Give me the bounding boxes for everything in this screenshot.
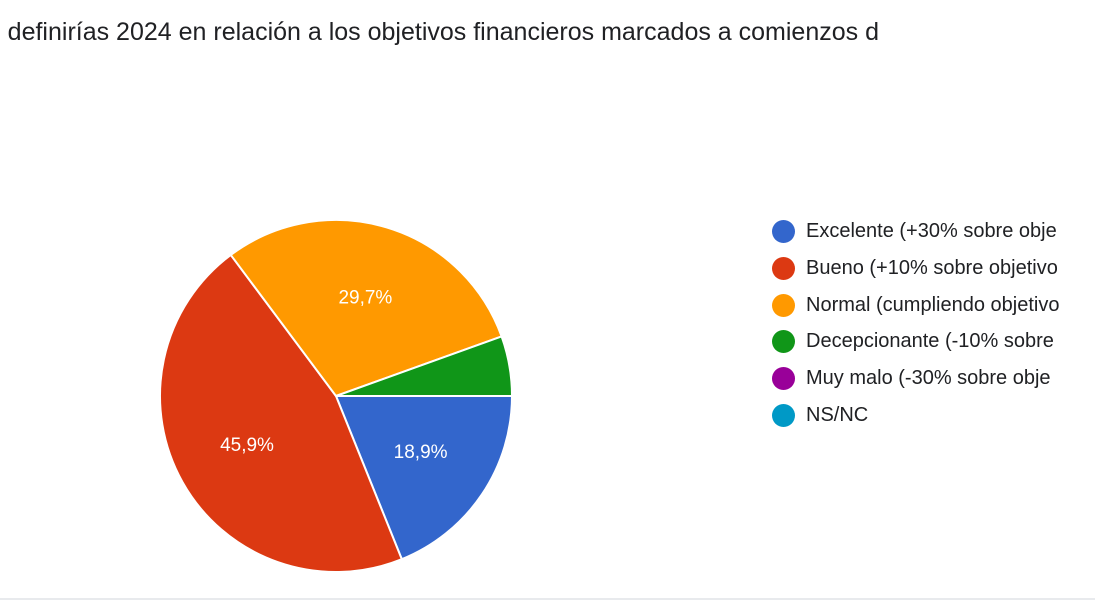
pie-slice-2[interactable] <box>159 253 403 573</box>
pie-slice-3[interactable] <box>229 219 503 397</box>
legend-item-2[interactable]: Bueno (+10% sobre objetivo <box>772 251 1095 288</box>
slice-data-label-2: 45,9% <box>220 435 274 456</box>
legend-swatch-1 <box>772 220 795 243</box>
slice-data-label-3: 29,7% <box>338 287 392 308</box>
chart-title-container: mo definirías 2024 en relación a los obj… <box>0 12 1095 52</box>
legend-swatch-5 <box>772 367 795 391</box>
bottom-divider <box>0 598 1095 600</box>
legend-item-5[interactable]: Muy malo (-30% sobre obje <box>772 361 1095 398</box>
legend-swatch-6 <box>772 403 795 427</box>
pie-slice-4[interactable] <box>335 335 513 397</box>
legend-label-4: Decepcionante (-10% sobre <box>806 330 1054 353</box>
legend-item-6[interactable]: NS/NC <box>772 398 1095 435</box>
legend-item-3[interactable]: Normal (cumpliendo objetivo <box>772 288 1095 325</box>
pie-slice-1[interactable] <box>335 395 513 561</box>
legend-swatch-4 <box>772 330 795 354</box>
legend-item-1[interactable]: Excelente (+30% sobre obje <box>772 214 1095 251</box>
legend-label-3: Normal (cumpliendo objetivo <box>806 293 1060 316</box>
legend-item-4[interactable]: Decepcionante (-10% sobre <box>772 324 1095 361</box>
legend-label-6: NS/NC <box>806 403 869 426</box>
legend-label-5: Muy malo (-30% sobre obje <box>806 367 1051 390</box>
slice-data-label-1: 18,9% <box>394 442 448 463</box>
legend-label-1: Excelente (+30% sobre obje <box>806 220 1057 242</box>
chart-title: mo definirías 2024 en relación a los obj… <box>0 18 879 46</box>
chart-legend: Excelente (+30% sobre obje Bueno (+10% so… <box>772 214 1095 435</box>
legend-label-2: Bueno (+10% sobre objetivo <box>806 256 1058 279</box>
legend-swatch-3 <box>772 293 795 317</box>
legend-swatch-2 <box>772 256 795 280</box>
